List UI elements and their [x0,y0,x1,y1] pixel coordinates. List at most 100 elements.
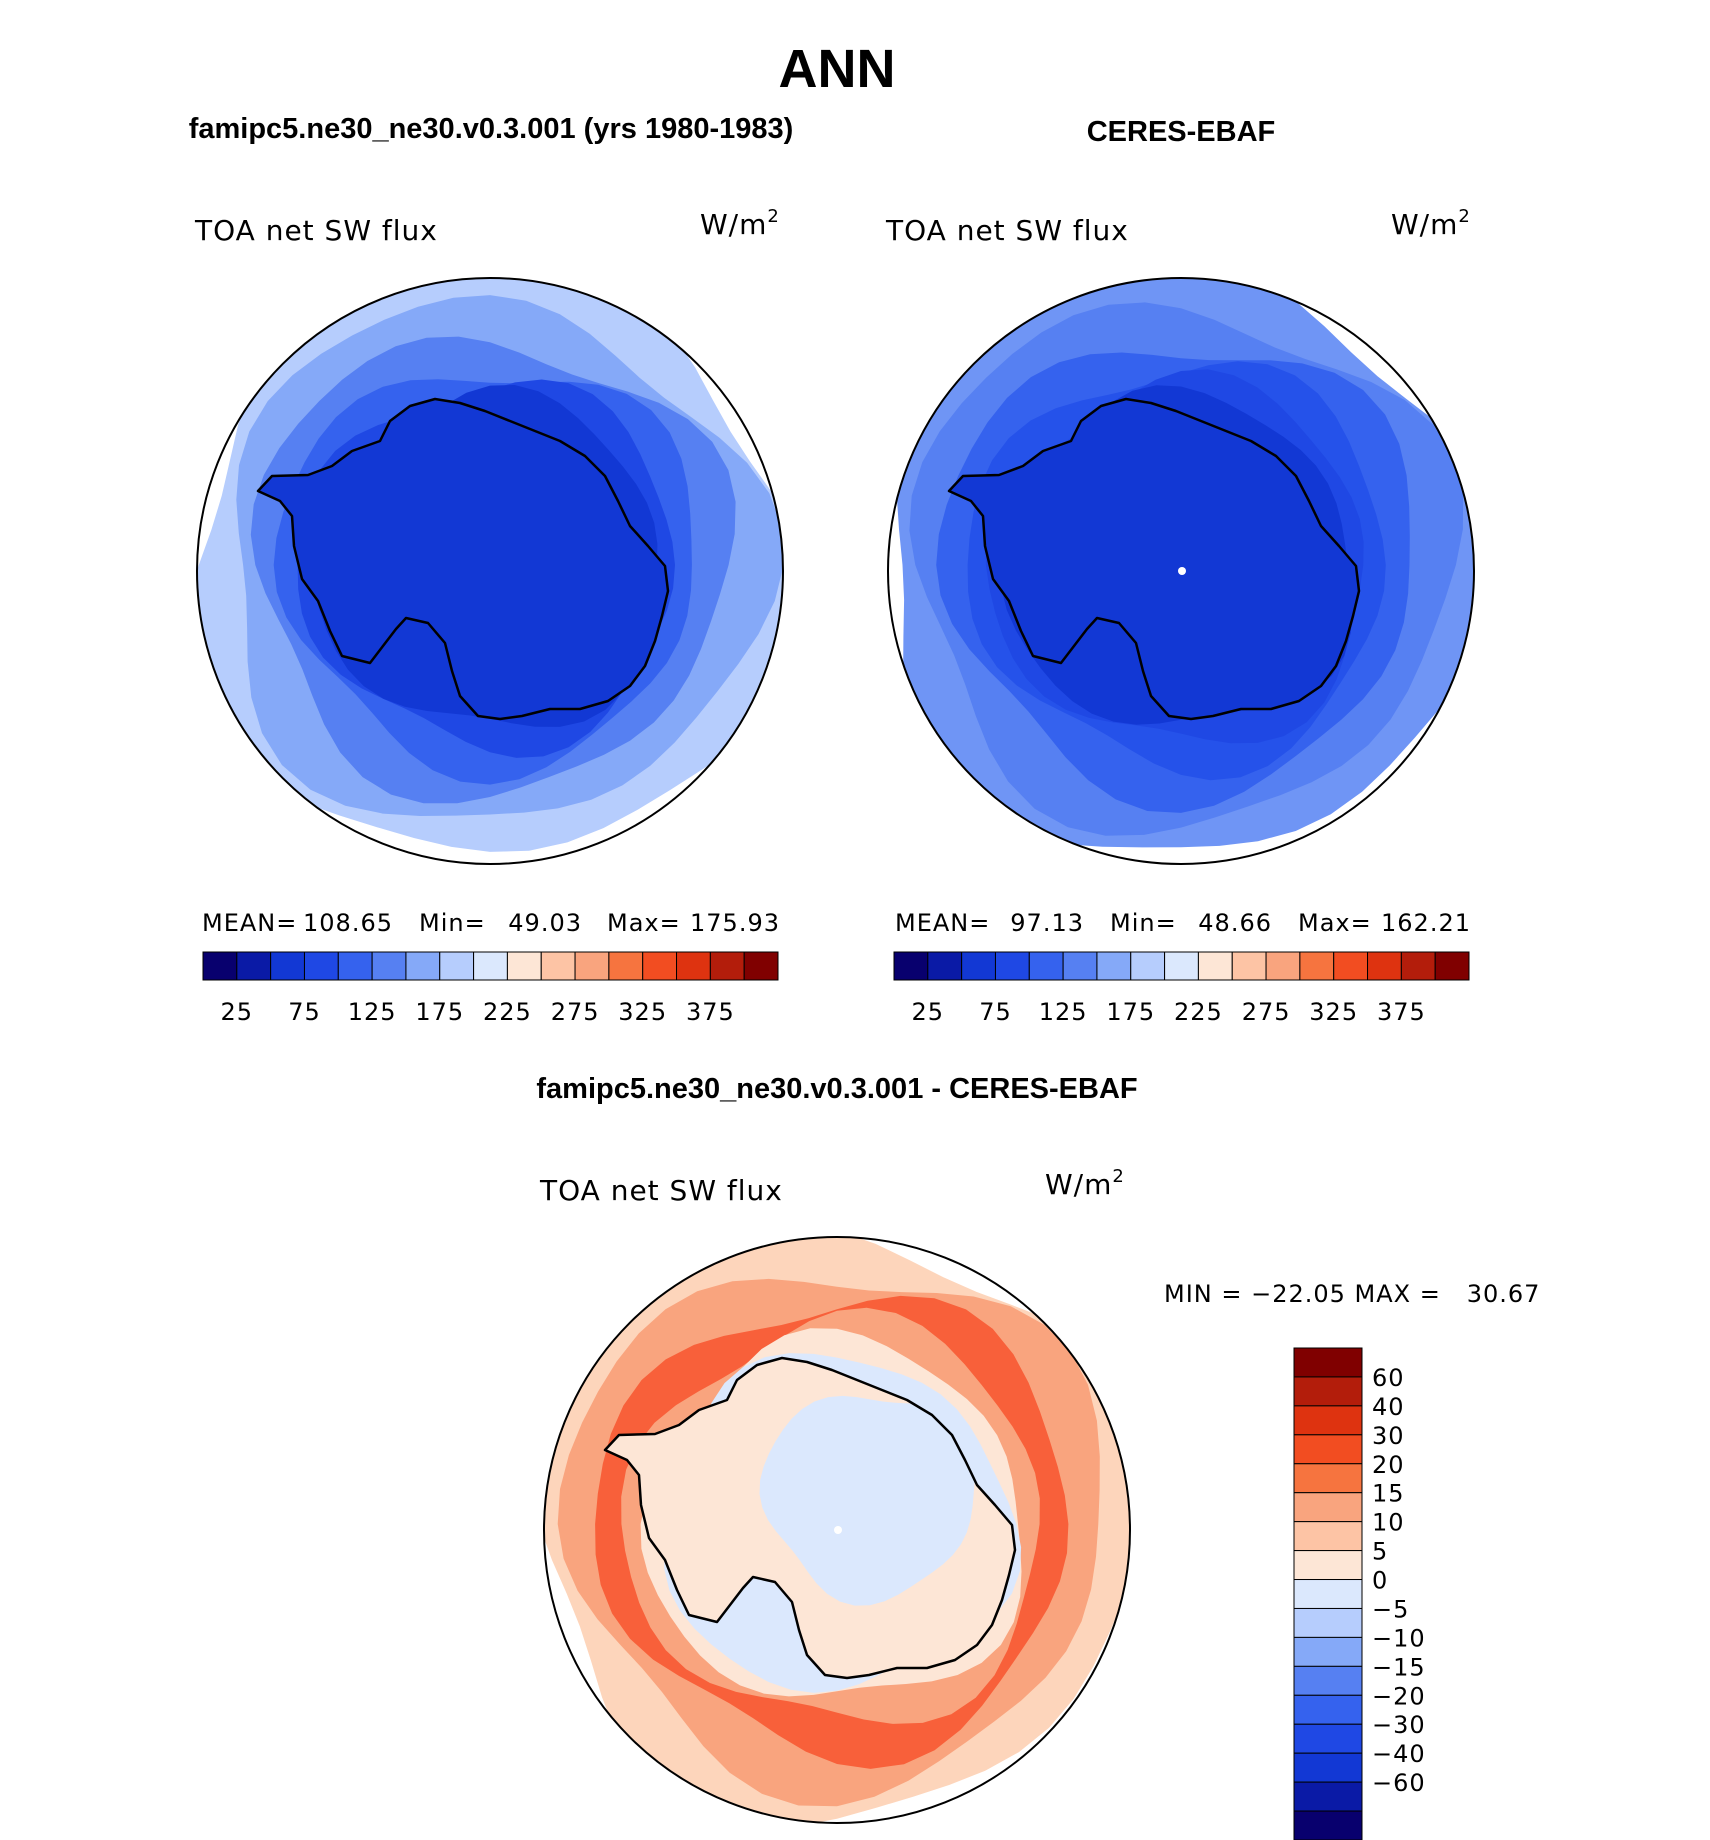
colorbar-swatch [1293,1434,1363,1465]
colorbar-tick-label: 375 [686,998,735,1026]
map-boundary [887,277,1475,865]
colorbar-tick-label: 225 [1174,998,1223,1026]
units-exponent: 2 [1458,206,1470,227]
units-label: W/m2 [1391,206,1471,241]
colorbar-tick-label: 40 [1372,1393,1405,1421]
max-value: 162.21 [1381,909,1471,937]
colorbar: 25 75 125 175 225 275 325 375 [893,951,1470,1026]
colorbar-tick-label: 5 [1372,1538,1388,1566]
colorbar-tick-label: 275 [1242,998,1291,1026]
colorbar-swatch [1293,1521,1363,1552]
colorbar-swatch [1293,1607,1363,1638]
continent-fill [258,399,668,719]
units-label: W/m2 [1045,1166,1125,1201]
polar-field-map [896,278,1474,848]
colorbar-swatch [540,951,576,981]
colorbar-swatch [1293,1723,1363,1754]
colorbar-tick-label: 30 [1372,1422,1405,1450]
colorbar-swatch [608,951,644,981]
colorbar-tick-label: 75 [288,998,321,1026]
units-exponent: 2 [1112,1166,1124,1187]
max-label: Max= [1298,909,1372,937]
colorbar-tick-label: −40 [1372,1740,1426,1768]
antarctica-coastline [256,397,670,721]
colorbar-swatch [1293,1376,1363,1407]
colorbar-swatch [1293,1405,1363,1436]
colorbar-tick-label: 325 [618,998,667,1026]
colorbar-tick-label: 60 [1372,1364,1405,1392]
colorbar-tick-label: 175 [415,998,464,1026]
colorbar-swatch [1293,1550,1363,1581]
min-label: Min= [419,909,486,937]
colorbar-tick-label: 275 [551,998,600,1026]
units-label: W/m2 [700,206,780,241]
colorbar-swatch [961,951,996,981]
colorbar-swatch [574,951,610,981]
colorbar-tick-label: 25 [221,998,254,1026]
south-pole-marker [834,1526,842,1534]
colorbar-tick-label: 125 [1039,998,1088,1026]
colorbar-swatch [1293,1694,1363,1725]
colorbar-swatch [1293,1579,1363,1609]
colorbar-tick-label: 25 [912,998,945,1026]
colorbar-swatch [1434,951,1470,981]
colorbar-tick-label: 75 [979,998,1012,1026]
antarctica-coastline [603,1356,1017,1680]
polar-field-map [197,278,783,852]
colorbar-swatch [506,951,542,981]
main-title: ANN [779,39,896,99]
colorbar-swatch [1367,951,1402,981]
mean-label: MEAN= [895,909,990,937]
mean-value: 97.13 [1010,909,1084,937]
colorbar-swatch [1400,951,1436,981]
max-value: 175.93 [690,909,780,937]
colorbar-tick-label: 15 [1372,1480,1405,1508]
panel-observations: TOA net SW flux W/m2 MEAN= 97.13 Min= 48… [885,206,1475,1026]
map-boundary [543,1236,1131,1824]
colorbar-swatch [1293,1781,1363,1812]
colorbar-tick-label: 225 [483,998,532,1026]
colorbar-swatch [202,951,238,981]
colorbar-tick-label: 20 [1372,1451,1405,1479]
colorbar-tick-label: −30 [1372,1711,1426,1739]
colorbar-tick-label: −20 [1372,1682,1426,1710]
colorbar-tick-label: 0 [1372,1567,1388,1595]
continent-fill [949,399,1359,719]
units-base: W/m [700,208,767,241]
colorbar: 25 75 125 175 225 275 325 375 [202,951,779,1026]
colorbar-swatch [1293,1463,1363,1494]
antarctica-coastline [947,397,1361,721]
colorbar-swatch [473,951,508,981]
colorbar-swatch [893,951,929,981]
colorbar-swatch [927,951,963,981]
colorbar-swatch [1293,1636,1363,1667]
colorbar-swatch [405,951,441,981]
right-panel-title: CERES-EBAF [1087,116,1276,148]
units-base: W/m [1391,208,1458,241]
mean-value: 108.65 [303,909,393,937]
colorbar-swatch [371,951,407,981]
panel-difference: TOA net SW flux W/m2 MIN = −22.05 MAX = … [539,1166,1540,1840]
colorbar-swatch [337,951,373,981]
variable-label: TOA net SW flux [194,214,438,247]
units-exponent: 2 [767,206,779,227]
min-value: 49.03 [508,909,582,937]
colorbar-tick-label: −60 [1372,1769,1426,1797]
colorbar-swatch [1265,951,1301,981]
colorbar-swatch [743,951,779,981]
units-base: W/m [1045,1168,1112,1201]
left-panel-title: famipc5.ne30_ne30.v0.3.001 (yrs 1980-198… [189,113,794,145]
colorbar-swatch [1333,951,1369,981]
polar-field-map [544,1237,1130,1823]
panel-model: TOA net SW flux W/m2 MEAN= 108.65 Min= 4… [194,206,784,1026]
colorbar-swatch [1293,1347,1363,1378]
colorbar-tick-label: −5 [1372,1596,1409,1624]
colorbar-tick-label: −10 [1372,1624,1426,1652]
colorbar-tick-label: 10 [1372,1509,1405,1537]
diff-panel-title: famipc5.ne30_ne30.v0.3.001 - CERES-EBAF [536,1073,1137,1105]
colorbar-swatch [1130,951,1166,981]
colorbar-swatch [1293,1665,1363,1696]
colorbar-swatch [439,951,475,981]
min-max-label: MIN = −22.05 MAX = 30.67 [1164,1280,1540,1308]
